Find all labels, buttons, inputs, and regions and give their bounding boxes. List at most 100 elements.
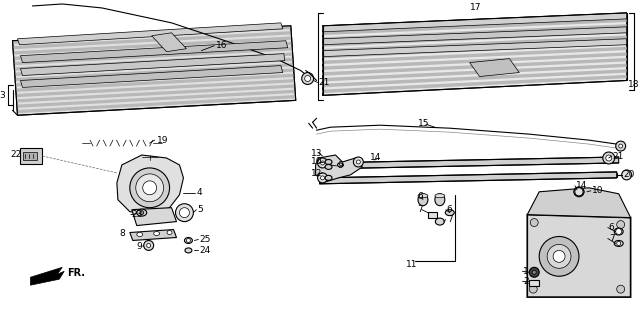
Ellipse shape [325, 159, 332, 164]
Circle shape [317, 158, 328, 168]
Text: 14: 14 [576, 181, 588, 190]
Circle shape [143, 181, 157, 195]
Circle shape [575, 188, 583, 196]
Circle shape [603, 152, 615, 164]
Bar [24, 152, 37, 160]
Polygon shape [117, 155, 184, 215]
Ellipse shape [435, 194, 445, 206]
Ellipse shape [418, 194, 428, 206]
Text: 6: 6 [417, 192, 423, 201]
Circle shape [321, 161, 324, 165]
Text: 9: 9 [337, 162, 343, 170]
Polygon shape [17, 23, 283, 45]
Polygon shape [17, 90, 295, 108]
Polygon shape [16, 74, 294, 92]
Text: 3: 3 [0, 91, 4, 100]
Text: 17: 17 [470, 3, 481, 13]
Text: 10: 10 [310, 158, 322, 166]
Text: 5: 5 [197, 205, 203, 214]
Polygon shape [316, 155, 362, 182]
Circle shape [529, 267, 540, 277]
Polygon shape [470, 59, 519, 77]
Circle shape [179, 208, 189, 218]
Polygon shape [31, 267, 64, 285]
Text: 21: 21 [319, 78, 330, 87]
Text: 11: 11 [406, 260, 418, 269]
Text: FR.: FR. [67, 268, 85, 278]
Circle shape [617, 220, 625, 229]
Ellipse shape [184, 238, 193, 243]
Polygon shape [132, 208, 177, 226]
Text: 2: 2 [524, 277, 529, 286]
Polygon shape [323, 13, 627, 32]
Ellipse shape [337, 163, 344, 167]
Text: 16: 16 [216, 41, 228, 50]
Polygon shape [152, 33, 186, 52]
Text: 14: 14 [371, 153, 381, 163]
Polygon shape [323, 58, 627, 76]
Text: 18: 18 [628, 80, 639, 89]
Circle shape [616, 141, 626, 151]
Polygon shape [20, 41, 288, 63]
Polygon shape [17, 84, 295, 102]
Circle shape [574, 187, 584, 197]
Bar [20, 148, 42, 164]
Ellipse shape [614, 228, 623, 235]
Circle shape [321, 176, 324, 180]
Circle shape [577, 190, 581, 194]
Circle shape [175, 204, 193, 221]
Polygon shape [130, 230, 177, 240]
Text: 7: 7 [609, 234, 614, 243]
Circle shape [301, 72, 314, 84]
Polygon shape [323, 19, 627, 35]
Ellipse shape [435, 218, 444, 225]
Ellipse shape [137, 209, 147, 216]
Circle shape [606, 155, 612, 161]
Polygon shape [17, 95, 296, 113]
Text: 19: 19 [157, 136, 168, 145]
Circle shape [531, 219, 538, 226]
Circle shape [144, 240, 154, 250]
Ellipse shape [185, 248, 192, 253]
Text: 7: 7 [417, 205, 423, 214]
Circle shape [186, 238, 191, 243]
Polygon shape [323, 39, 627, 57]
Polygon shape [13, 26, 296, 115]
Polygon shape [14, 47, 292, 65]
Circle shape [353, 157, 364, 167]
Circle shape [547, 244, 571, 268]
Circle shape [140, 211, 144, 215]
Polygon shape [323, 36, 627, 53]
Polygon shape [323, 64, 627, 82]
Polygon shape [323, 13, 627, 95]
Text: 25: 25 [200, 235, 211, 244]
Polygon shape [14, 53, 292, 71]
Text: 10: 10 [592, 186, 604, 195]
Circle shape [136, 174, 164, 202]
Circle shape [532, 270, 536, 274]
Polygon shape [13, 37, 292, 54]
Circle shape [305, 76, 310, 82]
Circle shape [529, 285, 537, 293]
Polygon shape [323, 13, 627, 29]
Polygon shape [527, 215, 630, 297]
Ellipse shape [325, 175, 332, 180]
Polygon shape [319, 172, 617, 184]
Polygon shape [323, 47, 627, 64]
Text: 12: 12 [310, 169, 322, 178]
Polygon shape [323, 41, 627, 58]
Circle shape [617, 242, 621, 245]
Ellipse shape [445, 210, 454, 216]
Polygon shape [319, 157, 619, 169]
Text: 6: 6 [447, 205, 452, 214]
Text: 6: 6 [609, 223, 614, 232]
Polygon shape [323, 30, 627, 47]
Text: 13: 13 [310, 149, 322, 158]
Bar [428, 212, 437, 218]
Polygon shape [323, 24, 627, 41]
Circle shape [317, 173, 328, 183]
Circle shape [147, 243, 150, 247]
Circle shape [553, 250, 565, 262]
Polygon shape [323, 69, 627, 87]
Circle shape [617, 285, 625, 293]
